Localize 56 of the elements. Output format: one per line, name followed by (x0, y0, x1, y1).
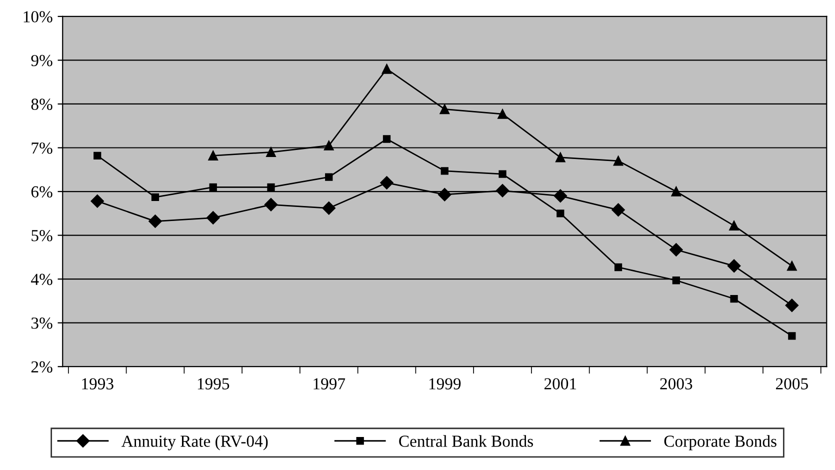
point (612, 203, 625, 216)
point (730, 294, 738, 303)
point (787, 261, 797, 271)
point (440, 167, 448, 175)
x-tick-label: 1999 (429, 378, 461, 390)
y-tick-label: 9% (31, 54, 52, 66)
point (727, 259, 741, 273)
point (729, 220, 739, 231)
point (325, 173, 333, 181)
point (264, 198, 278, 212)
point (785, 298, 799, 312)
point (496, 184, 510, 198)
point (671, 186, 682, 196)
point (498, 170, 506, 178)
point (613, 156, 624, 166)
point (556, 152, 566, 162)
y-tick-label: 8% (31, 98, 52, 110)
y-tick-label: 2% (31, 361, 52, 373)
y-tick-label: 10% (24, 11, 52, 22)
point (380, 176, 394, 190)
x-tick-label: 2001 (544, 378, 576, 390)
point (382, 64, 392, 74)
point (208, 150, 218, 160)
point (440, 104, 450, 114)
point (670, 243, 683, 256)
point (382, 135, 391, 143)
point (498, 109, 508, 119)
point (556, 210, 564, 218)
x-tick-label: 1997 (314, 378, 346, 390)
point (151, 193, 160, 202)
y-tick-label: 6% (31, 186, 52, 198)
point (90, 194, 104, 208)
point (324, 140, 334, 150)
y-tick-label: 7% (32, 142, 52, 154)
point (788, 332, 796, 340)
x-tick-label: 1993 (82, 378, 114, 390)
y-tick-label: 5% (32, 230, 52, 242)
point (672, 276, 680, 284)
point (267, 183, 275, 191)
y-tick-label: 3% (31, 318, 52, 329)
point (322, 202, 336, 215)
legend-label: Annuity Rate (RV-04) (121, 435, 268, 450)
x-tick-label: 2003 (660, 378, 692, 390)
point (148, 214, 162, 228)
legend-label: Central Bank Bonds (399, 435, 533, 447)
point (438, 188, 452, 202)
legend-label: Corporate Bonds (664, 435, 776, 450)
point (614, 263, 622, 272)
x-tick-label: 1995 (198, 378, 230, 390)
point (554, 189, 567, 202)
point (94, 152, 102, 160)
point (209, 183, 217, 191)
point (266, 147, 276, 157)
y-tick-label: 4% (31, 274, 52, 286)
point (206, 211, 220, 224)
x-tick-label: 2005 (776, 378, 808, 390)
